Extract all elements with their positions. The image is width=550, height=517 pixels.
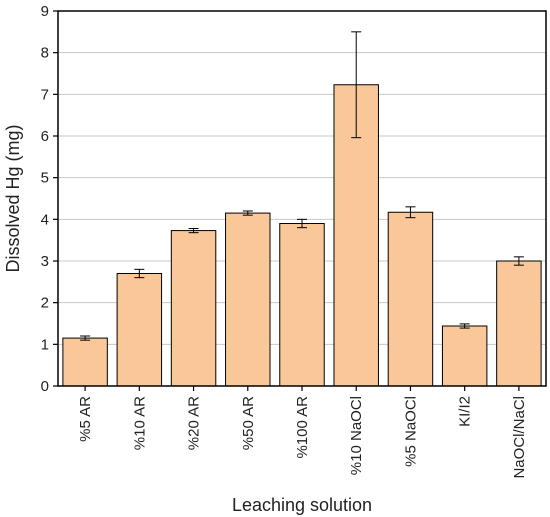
- bars-group: [62, 84, 542, 387]
- bar: [225, 212, 271, 387]
- error-bar: [242, 210, 253, 216]
- x-tick-label: %5 NaOCl: [402, 396, 419, 467]
- error-bar: [297, 218, 307, 229]
- y-tick-label: 9: [41, 3, 49, 20]
- x-tick-label: KI/I2: [457, 396, 474, 427]
- x-tick-label: %5 AR: [77, 396, 94, 442]
- error-bar: [459, 323, 470, 329]
- error-bar: [405, 206, 416, 219]
- y-tick-label: 6: [41, 128, 49, 145]
- y-tick-label: 2: [41, 295, 49, 312]
- bar: [279, 223, 325, 387]
- error-bar: [513, 256, 524, 266]
- bar: [116, 273, 163, 387]
- error-bar: [351, 31, 362, 139]
- y-tick-label: 3: [41, 253, 49, 270]
- bar: [170, 230, 217, 387]
- x-tick-label: %10 AR: [131, 396, 148, 450]
- bar: [62, 337, 108, 387]
- y-tick-label: 8: [41, 45, 49, 62]
- error-bar: [188, 228, 199, 234]
- y-tick-label: 7: [41, 86, 49, 103]
- y-tick-label: 5: [41, 170, 49, 187]
- bar: [387, 211, 434, 387]
- x-tick-label: %50 AR: [240, 396, 257, 450]
- y-tick-label: 0: [41, 378, 49, 395]
- y-tick-label: 1: [41, 336, 49, 353]
- x-tick-label: NaOCl/NaCl: [511, 396, 528, 479]
- error-bar: [134, 268, 145, 279]
- error-bar: [80, 335, 91, 341]
- x-axis-ticks: %5 AR %10 AR %20 AR %50 AR %100 AR %10 NaOCl%…: [77, 386, 528, 479]
- bar: [441, 325, 488, 387]
- x-tick-label: %10 NaOCl: [348, 396, 365, 475]
- error-bars-group: [80, 31, 524, 341]
- y-axis-title: Dissolved Hg (mg): [3, 124, 23, 272]
- x-axis-title: Leaching solution: [232, 495, 372, 515]
- x-tick-label: %20 AR: [186, 396, 203, 450]
- x-tick-label: %100 AR: [294, 396, 311, 459]
- bar: [496, 260, 542, 387]
- y-tick-label: 4: [41, 211, 49, 228]
- y-axis-ticks: 0 1 2 3 4 5 6 7 8 9: [41, 3, 58, 395]
